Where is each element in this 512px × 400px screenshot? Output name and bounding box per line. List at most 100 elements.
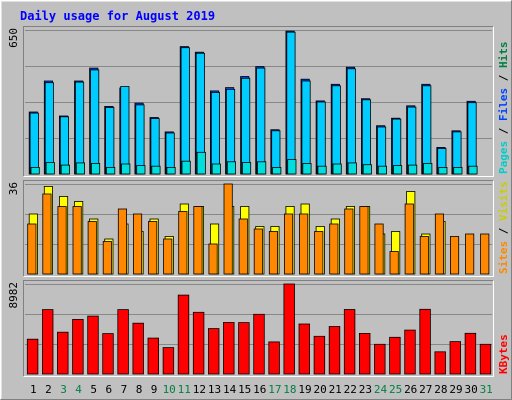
bar-files-day-9 <box>150 118 160 175</box>
day-label-1: 1 <box>30 383 37 396</box>
bar-sites-day-21 <box>329 223 339 275</box>
bar-pages-day-28 <box>438 166 448 175</box>
day-label-15: 15 <box>238 383 251 396</box>
bar-kbytes-day-4 <box>72 318 84 375</box>
bar-kbytes-day-25 <box>389 336 401 375</box>
day-label-24: 24 <box>374 383 388 396</box>
bar-pages-day-16 <box>257 161 267 175</box>
panel-kbytes: 8982 KBytes <box>7 280 510 377</box>
bar-sites-day-11 <box>178 211 188 275</box>
bar-kbytes-day-26 <box>404 329 416 375</box>
bar-pages-day-14 <box>226 161 237 175</box>
day-label-29: 29 <box>449 383 462 396</box>
legend-part: Pages <box>497 141 510 174</box>
series-kbytes <box>26 283 492 375</box>
bar-pages-day-3 <box>60 164 70 175</box>
legend-part: Files <box>497 88 510 121</box>
plot-frame-shadow <box>23 26 494 177</box>
legend-part: Hits <box>497 42 510 69</box>
series-sites <box>27 183 490 275</box>
day-label-4: 4 <box>75 383 82 396</box>
bar-pages-day-27 <box>423 162 433 175</box>
y-max-label: 650 <box>7 28 20 48</box>
bar-sites-day-4 <box>72 206 82 275</box>
day-label-6: 6 <box>105 383 112 396</box>
bar-files-day-4 <box>75 81 85 175</box>
day-label-7: 7 <box>121 383 128 396</box>
bar-kbytes-day-28 <box>434 351 446 375</box>
bar-sites-day-7 <box>117 208 128 275</box>
bar-pages-day-23 <box>362 164 372 175</box>
bar-sites-day-31 <box>480 233 490 275</box>
bar-kbytes-day-21 <box>328 326 341 375</box>
bar-pages-day-1 <box>30 166 40 175</box>
bar-kbytes-day-1 <box>26 338 39 375</box>
panel-hits-files-pages: 650 Pages / Files / Hits <box>7 26 510 177</box>
bar-kbytes-day-6 <box>102 333 114 375</box>
legend-part: / <box>497 68 510 88</box>
bar-sites-day-15 <box>238 218 248 275</box>
day-label-8: 8 <box>136 383 143 396</box>
day-label-20: 20 <box>313 383 326 396</box>
bar-sites-day-22 <box>344 208 354 275</box>
day-label-10: 10 <box>163 383 176 396</box>
day-label-30: 30 <box>464 383 477 396</box>
plot-frame-highlight <box>23 280 494 377</box>
bar-sites-day-9 <box>148 221 158 275</box>
bar-sites-day-12 <box>193 206 203 275</box>
legend-part: / <box>497 121 510 141</box>
bar-sites-day-19 <box>299 213 309 275</box>
bar-files-day-16 <box>256 67 266 175</box>
bar-kbytes-day-27 <box>419 308 431 375</box>
bar-files-day-21 <box>331 85 341 175</box>
series-files <box>29 31 477 175</box>
bar-kbytes-day-10 <box>162 347 175 375</box>
bar-pages-day-26 <box>408 164 418 175</box>
bar-kbytes-day-7 <box>117 309 129 375</box>
bar-sites-day-14 <box>223 183 233 275</box>
bar-kbytes-day-3 <box>57 331 69 375</box>
bar-kbytes-day-22 <box>343 309 356 375</box>
plot-frame-shadow <box>23 280 494 377</box>
bar-files-day-8 <box>135 104 145 175</box>
bar-pages-day-24 <box>377 165 387 175</box>
y-max-label: 8982 <box>7 282 20 309</box>
bar-kbytes-day-16 <box>253 313 265 375</box>
day-label-23: 23 <box>359 383 372 396</box>
bar-kbytes-day-11 <box>177 294 190 375</box>
bar-pages-day-22 <box>347 162 357 175</box>
bar-sites-day-24 <box>374 223 384 275</box>
bar-sites-day-23 <box>359 206 369 275</box>
day-label-26: 26 <box>404 383 417 396</box>
bar-sites-day-3 <box>57 206 67 275</box>
bar-kbytes-day-5 <box>87 315 99 375</box>
bar-sites-day-26 <box>404 203 414 275</box>
legend-part: KBytes <box>497 334 510 374</box>
bar-kbytes-day-18 <box>283 283 295 375</box>
plot-frame-highlight <box>23 180 494 277</box>
bar-files-day-14 <box>225 89 236 175</box>
day-label-13: 13 <box>208 383 221 396</box>
bar-kbytes-day-24 <box>374 343 386 375</box>
day-label-14: 14 <box>223 383 237 396</box>
day-label-18: 18 <box>283 383 296 396</box>
bar-pages-day-29 <box>453 166 463 175</box>
bar-kbytes-day-31 <box>479 343 492 375</box>
series-pages <box>30 151 478 175</box>
bar-kbytes-day-15 <box>238 322 250 375</box>
bar-kbytes-day-23 <box>358 332 371 375</box>
bar-sites-day-27 <box>419 236 429 275</box>
bar-files-day-30 <box>467 102 477 175</box>
bar-sites-day-20 <box>314 231 324 275</box>
bar-kbytes-day-8 <box>132 322 144 375</box>
legend-visits-sites: Sites / Visits <box>497 181 510 274</box>
day-label-12: 12 <box>193 383 206 396</box>
day-label-9: 9 <box>151 383 158 396</box>
legend-kbytes: KBytes <box>497 334 510 374</box>
day-label-11: 11 <box>178 383 191 396</box>
legend-part: Sites <box>497 241 510 274</box>
bar-kbytes-day-30 <box>464 332 477 375</box>
bar-files-day-11 <box>180 47 190 175</box>
bar-pages-day-25 <box>392 165 403 175</box>
plot-frame-shadow <box>23 180 494 277</box>
